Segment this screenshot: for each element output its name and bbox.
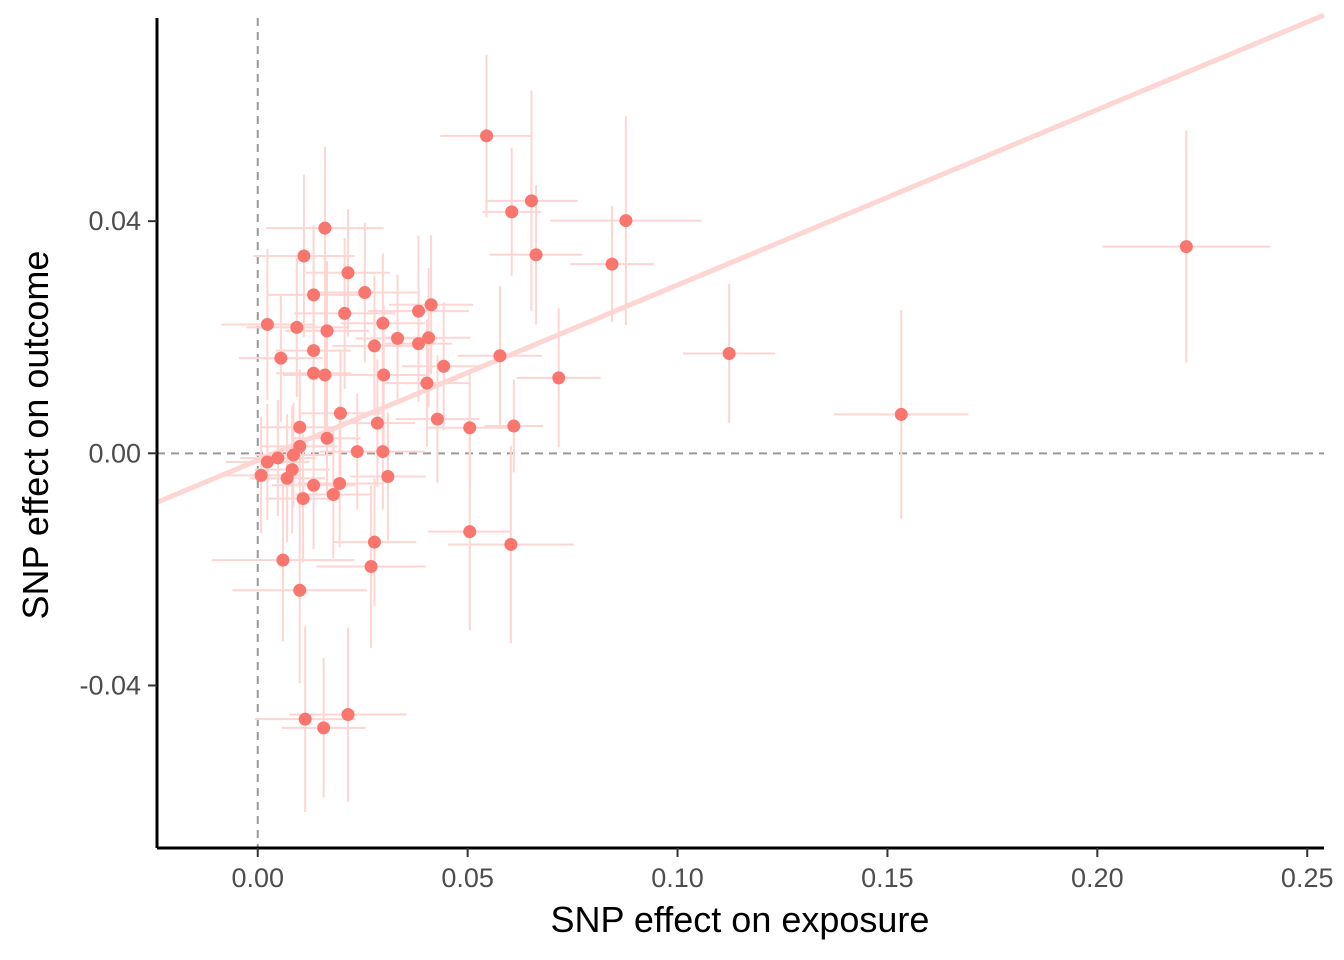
- data-point-28: [422, 331, 436, 345]
- data-point-34: [307, 366, 321, 380]
- data-point-46: [286, 448, 300, 462]
- data-point-24: [290, 320, 304, 334]
- data-point-61: [341, 708, 355, 722]
- data-point-13: [463, 525, 477, 539]
- data-point-31: [307, 344, 321, 358]
- data-point-0: [480, 129, 494, 143]
- axes: [155, 18, 1324, 850]
- data-point-44: [350, 445, 364, 459]
- data-point-21: [412, 304, 426, 318]
- x-axis-ticks: 0.00 0.05 0.10 0.15 0.20 0.25: [231, 848, 1333, 893]
- data-point-53: [307, 478, 321, 492]
- data-point-51: [280, 471, 294, 485]
- data-point-47: [271, 451, 285, 465]
- data-point-10: [894, 407, 908, 421]
- data-point-62: [298, 712, 312, 726]
- error-bars: [211, 54, 1271, 813]
- data-point-2: [524, 194, 538, 208]
- data-point-18: [358, 286, 372, 300]
- data-point-3: [619, 214, 633, 228]
- data-point-37: [420, 376, 434, 390]
- data-point-57: [367, 535, 381, 549]
- data-point-54: [333, 476, 347, 490]
- data-point-40: [370, 416, 384, 430]
- x-tick-label-1: 0.05: [441, 863, 494, 893]
- x-tick-label-2: 0.10: [651, 863, 704, 893]
- data-point-50: [254, 468, 268, 482]
- data-point-59: [276, 553, 290, 567]
- fit-line: [156, 12, 1325, 505]
- data-point-9: [552, 371, 566, 385]
- data-point-32: [274, 351, 288, 365]
- reference-lines: [157, 18, 1324, 848]
- x-axis-title: SNP effect on exposure: [551, 899, 930, 940]
- data-point-1: [505, 205, 519, 219]
- data-point-19: [307, 288, 321, 302]
- data-point-30: [412, 337, 426, 351]
- y-tick-label-2: 0.04: [88, 206, 141, 236]
- data-point-27: [391, 331, 405, 345]
- data-point-45: [376, 445, 390, 459]
- x-tick-label-0: 0.00: [231, 863, 284, 893]
- y-axis-ticks: -0.04 0.00 0.04: [79, 206, 157, 700]
- data-point-5: [605, 257, 619, 271]
- data-point-26: [320, 324, 334, 338]
- y-tick-label-1: 0.00: [88, 438, 141, 468]
- data-point-55: [326, 488, 340, 502]
- data-point-25: [376, 316, 390, 330]
- data-point-38: [333, 406, 347, 420]
- data-point-56: [296, 492, 310, 506]
- data-point-12: [463, 421, 477, 435]
- data-point-8: [493, 349, 507, 363]
- data-points: [254, 129, 1193, 735]
- data-point-35: [318, 368, 332, 382]
- data-point-60: [293, 583, 307, 597]
- data-point-4: [529, 248, 543, 262]
- data-point-17: [341, 266, 355, 280]
- data-point-48: [260, 455, 274, 469]
- data-point-23: [260, 317, 274, 331]
- data-point-22: [338, 306, 352, 320]
- y-tick-label-0: -0.04: [79, 670, 141, 700]
- data-point-11: [507, 419, 521, 433]
- fit-line-group: [156, 12, 1325, 505]
- data-point-52: [381, 470, 395, 484]
- x-tick-label-3: 0.15: [861, 863, 914, 893]
- data-point-39: [430, 412, 444, 426]
- data-point-42: [320, 431, 334, 445]
- data-point-20: [424, 298, 438, 312]
- y-axis-title: SNP effect on outcome: [15, 251, 56, 620]
- data-point-36: [377, 368, 391, 382]
- x-tick-label-4: 0.20: [1071, 863, 1124, 893]
- data-point-6: [1179, 240, 1193, 254]
- data-point-33: [437, 359, 451, 373]
- data-point-29: [367, 339, 381, 353]
- data-point-14: [504, 537, 518, 551]
- data-point-16: [297, 249, 311, 263]
- data-point-41: [293, 420, 307, 434]
- data-point-63: [317, 721, 331, 735]
- x-tick-label-5: 0.25: [1281, 863, 1334, 893]
- data-point-58: [364, 559, 378, 573]
- data-point-7: [722, 346, 736, 360]
- data-point-15: [318, 221, 332, 235]
